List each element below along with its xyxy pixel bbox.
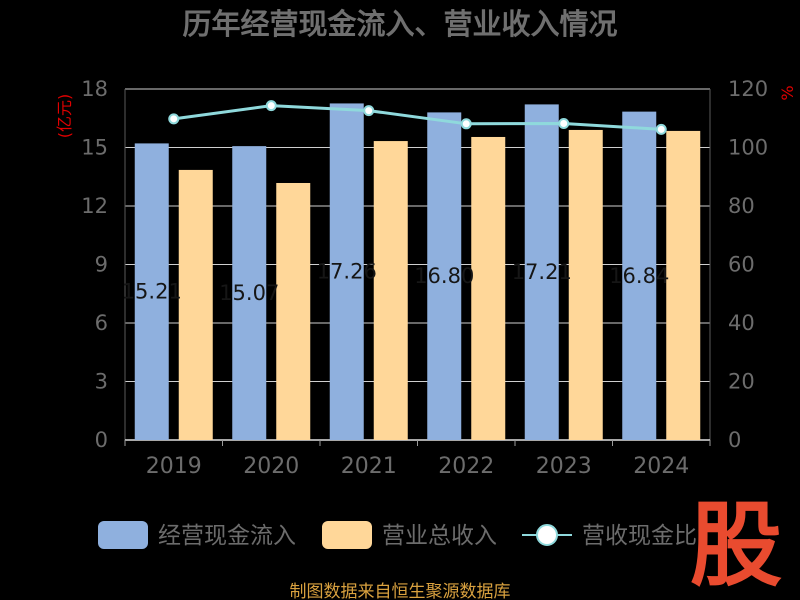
axes: 0 3 6 9 12 15 18 0 20 40 60 80 100 120 2019 2020 2021 202… [81,77,768,479]
data-label-cash-inflow: 15.21 [122,280,182,304]
data-label-cash-inflow: 15.07 [219,281,279,305]
y-left-tick-label: 18 [81,77,108,101]
legend-label-cash-revenue-ratio: 营收现金比 [582,523,697,549]
bar-total-revenue [666,130,701,441]
x-tick-label: 2019 [146,454,202,479]
legend: 经营现金流入 营业总收入 营收现金比 [98,521,697,549]
y-right-tick-label: 40 [728,311,755,335]
source-footer: 制图数据来自恒生聚源数据库 [290,582,511,600]
point-cash-revenue-ratio [363,105,375,117]
legend-label-total-revenue: 营业总收入 [382,523,497,549]
y-right-tick-label: 0 [728,428,741,452]
point-cash-revenue-ratio [265,100,277,112]
legend-swatch-total-revenue [322,521,372,549]
y-left-tick-label: 3 [95,370,108,394]
legend-item-total-revenue: 营业总收入 [322,521,497,549]
y-left-tick-label: 0 [95,428,108,452]
bar-total-revenue [178,169,213,441]
legend-marker-cash-revenue-ratio [536,524,558,546]
legend-swatch-cash-inflow [98,521,148,549]
x-tick-label: 2021 [341,454,397,479]
ratio-line-group [168,100,667,135]
point-cash-revenue-ratio [655,123,667,135]
y-right-axis-title: % [778,85,797,100]
y-left-tick-label: 9 [95,253,108,277]
bar-cash-inflow [622,111,657,441]
y-left-axis-title: (亿元) [55,94,74,139]
y-right-tick-label: 120 [728,77,768,101]
chart-title: 历年经营现金流入、营业收入情况 [182,7,617,41]
y-right-tick-label: 80 [728,194,755,218]
data-label-cash-inflow: 17.21 [512,260,572,284]
point-cash-revenue-ratio [168,113,180,125]
y-left-tick-label: 6 [95,311,108,335]
bar-total-revenue [471,136,506,440]
line-cash-revenue-ratio [173,104,662,131]
data-label-cash-inflow: 16.80 [414,264,474,288]
bar-cash-inflow [134,143,169,440]
x-tick-label: 2023 [536,454,592,479]
data-label-cash-inflow: 17.26 [317,260,377,284]
logo: 股 [690,492,782,599]
bar-cash-inflow [427,112,462,441]
bar-cash-inflow [329,103,364,441]
y-right-tick-label: 60 [728,253,755,277]
bar-cash-inflow [232,146,267,440]
point-cash-revenue-ratio [460,118,472,130]
bar-total-revenue [568,129,603,440]
y-right-tick-label: 20 [728,370,755,394]
bar-total-revenue [276,182,311,441]
bar-cash-inflow [524,104,559,440]
y-right-tick-label: 100 [728,136,768,160]
x-tick-label: 2020 [243,454,299,479]
bars [134,103,701,441]
legend-item-cash-inflow: 经营现金流入 [98,521,296,549]
data-labels: 15.21 15.07 17.26 16.80 17.21 16.84 [122,260,670,305]
point-cash-revenue-ratio [558,118,570,130]
bar-total-revenue [373,141,408,440]
x-tick-label: 2024 [633,454,689,479]
y-left-tick-label: 15 [81,136,108,160]
x-tick-label: 2022 [438,454,494,479]
y-left-tick-label: 12 [81,194,108,218]
data-label-cash-inflow: 16.84 [609,264,669,288]
legend-item-cash-revenue-ratio: 营收现金比 [522,523,697,549]
legend-label-cash-inflow: 经营现金流入 [158,523,296,549]
